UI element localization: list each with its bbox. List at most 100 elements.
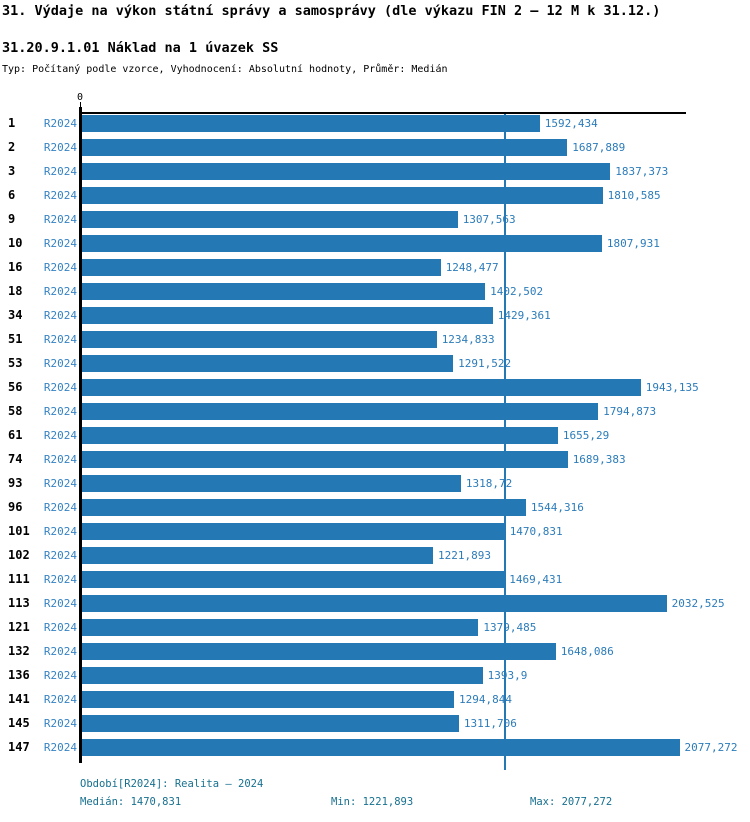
period-label: R2024 <box>43 645 77 658</box>
value-label: 1429,361 <box>497 309 551 322</box>
value-bar <box>81 331 437 348</box>
value-bar <box>81 403 599 420</box>
footer-median: Medián: 1470,831 <box>80 796 182 808</box>
value-label: 1648,086 <box>560 645 614 658</box>
rank-label: 1 <box>8 116 16 130</box>
rank-label: 16 <box>8 260 23 274</box>
value-label: 1402,502 <box>490 285 544 298</box>
axis-zero-label: 0 <box>76 92 84 103</box>
chart-row: 16 R2024 1248,477 <box>0 257 750 281</box>
value-label: 1689,383 <box>572 453 626 466</box>
chart-row: 93 R2024 1318,72 <box>0 473 750 497</box>
chart-row: 74 R2024 1689,383 <box>0 449 750 473</box>
value-bar <box>81 307 493 324</box>
chart-row: 147 R2024 2077,272 <box>0 737 750 761</box>
period-label: R2024 <box>43 429 77 442</box>
rank-label: 51 <box>8 332 23 346</box>
value-label: 1544,316 <box>530 501 584 514</box>
value-label: 1794,873 <box>603 405 657 418</box>
chart-row: 18 R2024 1402,502 <box>0 281 750 305</box>
period-label: R2024 <box>43 621 77 634</box>
indicator-title: 31.20.9.1.01 Náklad na 1 úvazek SS <box>2 40 279 56</box>
period-label: R2024 <box>43 693 77 706</box>
value-label: 2077,272 <box>684 741 738 754</box>
period-label: R2024 <box>43 717 77 730</box>
rank-label: 10 <box>8 236 23 250</box>
value-label: 1311,706 <box>463 717 517 730</box>
chart-row: 9 R2024 1307,563 <box>0 209 750 233</box>
chart-row: 56 R2024 1943,135 <box>0 377 750 401</box>
value-bar <box>81 715 459 732</box>
period-label: R2024 <box>43 141 77 154</box>
rank-label: 74 <box>8 452 23 466</box>
value-bar <box>81 259 441 276</box>
footer-max: Max: 2077,272 <box>530 796 613 808</box>
value-bar <box>81 619 479 636</box>
value-label: 1393,9 <box>487 669 528 682</box>
period-label: R2024 <box>43 405 77 418</box>
value-label: 2032,525 <box>671 597 725 610</box>
footer-period: Období[R2024]: Realita – 2024 <box>80 778 264 790</box>
value-bar <box>81 595 667 612</box>
chart-row: 53 R2024 1291,522 <box>0 353 750 377</box>
value-bar <box>81 163 611 180</box>
period-label: R2024 <box>43 597 77 610</box>
period-label: R2024 <box>43 189 77 202</box>
value-bar <box>81 475 461 492</box>
value-bar <box>81 523 505 540</box>
period-label: R2024 <box>43 453 77 466</box>
period-label: R2024 <box>43 741 77 754</box>
chart-row: 58 R2024 1794,873 <box>0 401 750 425</box>
rank-label: 56 <box>8 380 23 394</box>
value-label: 1379,485 <box>483 621 537 634</box>
period-label: R2024 <box>43 309 77 322</box>
bar-rows: 1 R2024 1592,434 2 R2024 1687,889 3 R2024 1837,3… <box>0 113 750 761</box>
chart-row: 6 R2024 1810,585 <box>0 185 750 209</box>
rank-label: 121 <box>8 620 30 634</box>
period-label: R2024 <box>43 213 77 226</box>
chart-row: 34 R2024 1429,361 <box>0 305 750 329</box>
value-bar <box>81 187 603 204</box>
chart-row: 113 R2024 2032,525 <box>0 593 750 617</box>
value-bar <box>81 691 454 708</box>
chart-row: 2 R2024 1687,889 <box>0 137 750 161</box>
chart-row: 1 R2024 1592,434 <box>0 113 750 137</box>
chart-row: 111 R2024 1469,431 <box>0 569 750 593</box>
rank-label: 18 <box>8 284 23 298</box>
value-label: 1655,29 <box>562 429 610 442</box>
value-bar <box>81 427 558 444</box>
value-label: 1307,563 <box>462 213 516 226</box>
rank-label: 96 <box>8 500 23 514</box>
value-bar <box>81 139 568 156</box>
value-label: 1592,434 <box>544 117 598 130</box>
period-label: R2024 <box>43 261 77 274</box>
plot-top-border <box>80 112 686 114</box>
value-bar <box>81 571 505 588</box>
value-label: 1837,373 <box>615 165 669 178</box>
period-label: R2024 <box>43 573 77 586</box>
chart-row: 141 R2024 1294,844 <box>0 689 750 713</box>
rank-label: 147 <box>8 740 30 754</box>
chart-row: 136 R2024 1393,9 <box>0 665 750 689</box>
rank-label: 101 <box>8 524 30 538</box>
rank-label: 2 <box>8 140 16 154</box>
value-label: 1943,135 <box>645 381 699 394</box>
value-bar <box>81 643 556 660</box>
rank-label: 6 <box>8 188 16 202</box>
value-bar <box>81 283 486 300</box>
period-label: R2024 <box>43 669 77 682</box>
chart-row: 121 R2024 1379,485 <box>0 617 750 641</box>
period-label: R2024 <box>43 501 77 514</box>
value-bar <box>81 451 568 468</box>
indicator-meta-line: Typ: Počítaný podle vzorce, Vyhodnocení:… <box>2 64 448 75</box>
value-label: 1248,477 <box>445 261 499 274</box>
rank-label: 136 <box>8 668 30 682</box>
rank-label: 53 <box>8 356 23 370</box>
value-bar <box>81 355 454 372</box>
value-label: 1221,893 <box>438 549 491 562</box>
rank-label: 9 <box>8 212 16 226</box>
value-bar <box>81 499 526 516</box>
period-label: R2024 <box>43 285 77 298</box>
rank-label: 113 <box>8 596 30 610</box>
